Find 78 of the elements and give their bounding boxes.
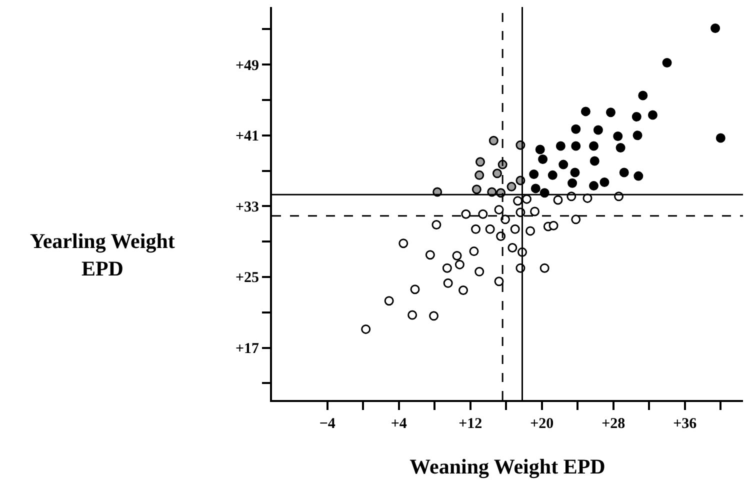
point — [638, 90, 648, 100]
point — [530, 206, 540, 216]
point — [526, 226, 536, 236]
point — [458, 285, 468, 295]
point — [716, 133, 726, 143]
point — [513, 196, 523, 206]
point — [432, 220, 442, 230]
point — [425, 250, 435, 260]
point — [589, 181, 598, 191]
point — [474, 170, 484, 180]
point — [556, 141, 566, 151]
point — [548, 220, 558, 230]
y-tick-label: +25 — [235, 270, 259, 286]
point — [548, 170, 558, 180]
point — [461, 209, 471, 219]
point — [593, 125, 603, 135]
point — [494, 276, 504, 286]
point — [606, 108, 616, 118]
y-tick-label: +41 — [235, 128, 259, 145]
point — [648, 110, 658, 120]
x-tick-label: −4 — [319, 416, 336, 432]
x-tick-label: +12 — [458, 416, 482, 432]
point — [508, 243, 518, 253]
y-axis-title: Yearling Weight EPD — [30, 229, 175, 280]
point — [662, 58, 672, 68]
point — [571, 124, 581, 134]
point — [469, 246, 479, 256]
point — [540, 263, 550, 273]
point — [471, 224, 481, 234]
point — [632, 112, 642, 122]
point — [613, 131, 623, 141]
x-tick-label: +36 — [673, 416, 698, 432]
point — [529, 170, 539, 180]
point — [634, 171, 644, 181]
y-tick-label: +17 — [235, 341, 260, 358]
point — [408, 310, 418, 320]
point — [530, 184, 540, 194]
point — [410, 284, 420, 294]
point — [429, 311, 439, 321]
point — [568, 178, 578, 188]
point — [619, 168, 629, 178]
point — [589, 141, 598, 151]
point — [398, 238, 408, 248]
point — [600, 178, 610, 188]
point — [485, 224, 495, 234]
point — [361, 324, 371, 334]
y-tick-label: +49 — [235, 58, 259, 74]
point — [454, 260, 464, 270]
point — [580, 106, 590, 116]
point — [535, 144, 545, 154]
point — [553, 195, 563, 205]
point — [538, 154, 548, 164]
point — [558, 160, 568, 170]
point — [710, 23, 720, 33]
point — [443, 278, 453, 288]
point — [570, 168, 580, 178]
x-tick-label: +28 — [602, 416, 626, 432]
point — [510, 224, 520, 234]
point — [571, 141, 581, 151]
x-axis-title: Weaning Weight EPD — [410, 454, 606, 479]
point — [452, 250, 462, 260]
point — [616, 142, 626, 152]
point — [506, 182, 516, 192]
point — [571, 214, 581, 224]
x-tick-label: +4 — [390, 416, 408, 432]
point — [478, 209, 488, 219]
point — [475, 157, 485, 167]
y-tick-label: +33 — [235, 199, 259, 216]
point — [474, 266, 484, 276]
point — [494, 204, 504, 214]
point — [488, 136, 498, 146]
point — [590, 156, 600, 166]
point — [384, 296, 394, 306]
x-tick-label: +20 — [530, 416, 554, 432]
point — [492, 168, 502, 178]
point — [632, 130, 642, 140]
point — [472, 184, 482, 194]
point — [442, 263, 452, 273]
